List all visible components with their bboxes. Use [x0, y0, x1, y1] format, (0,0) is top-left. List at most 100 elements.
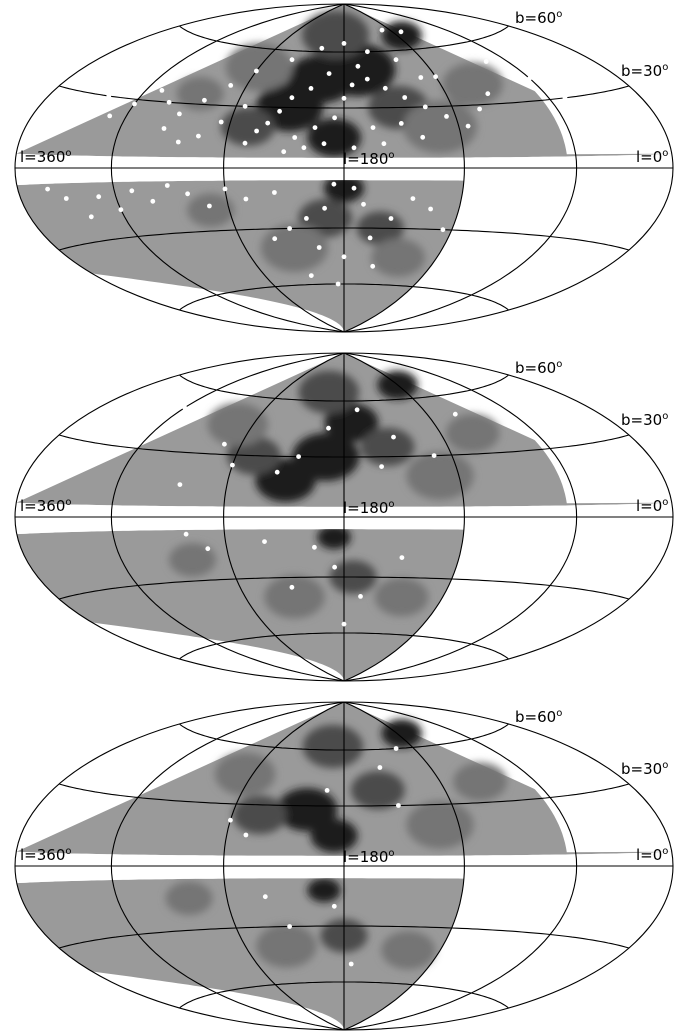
- data-point: [118, 207, 124, 213]
- data-point: [322, 205, 327, 211]
- data-point: [431, 453, 437, 458]
- data-point: [272, 190, 277, 195]
- coverage-south: [16, 180, 464, 332]
- data-point: [185, 191, 191, 197]
- data-point: [331, 903, 337, 909]
- meridian-line: [343, 3, 578, 333]
- data-point: [228, 817, 233, 823]
- data-point: [490, 182, 495, 188]
- meridian-line: [343, 352, 578, 682]
- data-point: [418, 75, 424, 80]
- data-point: [341, 254, 347, 260]
- density-blob: [256, 924, 317, 968]
- density-blob: [260, 223, 329, 272]
- map-outline: [14, 3, 674, 333]
- data-point: [296, 454, 301, 459]
- data-point: [289, 584, 295, 590]
- data-point: [364, 76, 370, 82]
- label-l180: l=180o: [343, 848, 395, 866]
- data-point: [312, 544, 317, 550]
- label-l180: l=180o: [343, 150, 395, 168]
- data-point: [289, 57, 295, 63]
- data-point: [358, 594, 363, 599]
- label-l0: l=0o: [636, 846, 668, 864]
- data-point: [382, 85, 388, 91]
- data-point: [396, 803, 401, 808]
- data-point: [187, 766, 193, 772]
- data-point: [45, 186, 50, 192]
- density-blob: [307, 878, 341, 903]
- map-panel-1: b=60o b=30o l=360o l=180o l=0o: [14, 3, 674, 333]
- density-blob: [374, 577, 429, 617]
- map-outline: [14, 701, 674, 1031]
- density-blob: [276, 788, 338, 832]
- data-point: [365, 49, 370, 55]
- data-point: [332, 115, 337, 121]
- meridian-line: [223, 352, 345, 682]
- density-blob: [445, 414, 500, 453]
- label-l0: l=0o: [636, 148, 668, 166]
- data-point: [321, 141, 327, 147]
- data-point: [274, 469, 280, 475]
- meridian-line: [343, 3, 465, 333]
- data-point: [465, 399, 470, 405]
- density-blob: [406, 800, 474, 849]
- density-blob: [381, 719, 422, 748]
- data-point: [312, 125, 318, 130]
- graticule: [14, 3, 674, 333]
- density-blob: [310, 818, 358, 853]
- density-blob: [403, 100, 477, 154]
- data-point: [399, 555, 405, 560]
- data-point: [370, 263, 376, 269]
- data-point: [485, 91, 491, 97]
- data-point: [326, 425, 331, 431]
- density-blob: [187, 193, 235, 227]
- meridian-line: [223, 3, 345, 333]
- coverage-gap-north: [527, 416, 672, 504]
- data-point: [129, 188, 135, 194]
- data-point: [348, 961, 354, 967]
- density-blob: [360, 427, 415, 467]
- data-point: [304, 216, 309, 221]
- density-blob: [207, 403, 268, 447]
- coverage-south: [16, 878, 464, 1030]
- data-point: [254, 68, 259, 74]
- data-point: [106, 93, 112, 99]
- data-point: [527, 76, 532, 81]
- density-blob: [302, 724, 364, 769]
- data-point: [243, 196, 249, 202]
- data-point: [351, 145, 357, 151]
- data-point: [370, 125, 376, 130]
- data-point: [222, 441, 227, 447]
- data-point: [335, 281, 341, 287]
- density-blob: [169, 543, 216, 577]
- map-panel-3: b=60o b=30o l=360o l=180o l=0o: [14, 701, 674, 1031]
- label-l0: l=0o: [636, 497, 668, 515]
- density-blob: [350, 771, 405, 810]
- data-point: [107, 113, 113, 119]
- meridian-line: [110, 701, 345, 1031]
- meridian-line: [343, 701, 578, 1031]
- data-point: [281, 149, 287, 155]
- label-b60: b=60o: [515, 708, 562, 726]
- data-point: [341, 621, 347, 627]
- data-point: [205, 546, 211, 552]
- data-point: [377, 765, 383, 770]
- data-point: [420, 134, 426, 140]
- meridian-line: [343, 352, 465, 682]
- density-blob: [371, 238, 425, 277]
- data-point: [164, 183, 170, 188]
- data-point: [177, 482, 183, 487]
- meridian-line: [343, 701, 465, 1031]
- data-point: [483, 59, 489, 64]
- data-point: [262, 894, 268, 900]
- density-blob: [317, 525, 351, 550]
- data-point: [393, 746, 399, 751]
- data-point: [287, 924, 292, 929]
- map-outline: [14, 352, 674, 682]
- label-b30: b=30o: [621, 411, 668, 429]
- data-point: [183, 531, 189, 537]
- graticule: [14, 701, 674, 1031]
- data-point: [349, 82, 355, 88]
